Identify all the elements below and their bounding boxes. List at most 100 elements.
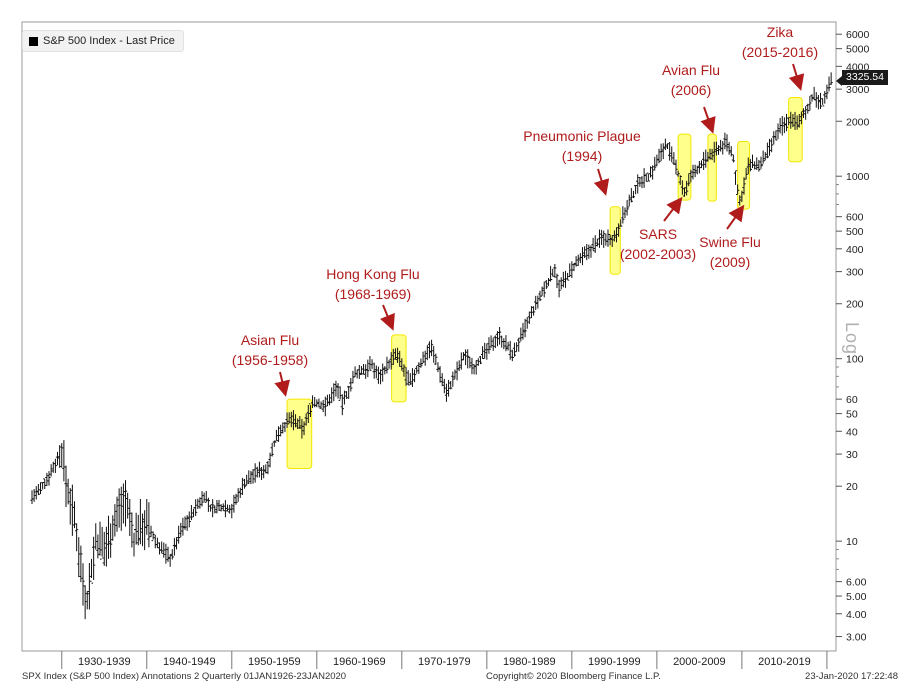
price-bar	[387, 359, 391, 369]
legend-label: S&P 500 Index - Last Price	[43, 35, 175, 47]
price-bar	[123, 480, 128, 527]
price-bar	[553, 264, 557, 278]
price-bar	[738, 195, 742, 206]
price-bar	[631, 190, 636, 199]
price-bar	[519, 327, 523, 342]
price-bar	[370, 359, 374, 369]
price-bar	[62, 440, 66, 482]
price-bar	[160, 541, 164, 554]
price-bar	[47, 471, 51, 486]
price-bar	[638, 177, 642, 187]
price-bar	[668, 142, 672, 161]
price-bar	[121, 483, 125, 524]
price-bar	[168, 553, 172, 567]
price-bar	[240, 477, 245, 496]
price-bar	[66, 478, 70, 505]
annotation-title: Asian Flu	[240, 332, 300, 348]
price-bar	[767, 138, 772, 156]
annotation-title: Hong Kong Flu	[326, 266, 420, 282]
price-bar	[149, 525, 153, 537]
y-tick-label-12: 60	[846, 394, 858, 406]
annotation-3: Avian Flu (2006)	[662, 60, 720, 100]
price-bar	[393, 348, 398, 360]
price-bar	[147, 502, 151, 548]
price-bar	[187, 511, 191, 528]
price-bar	[663, 138, 667, 151]
price-bar	[274, 429, 279, 443]
price-bar	[504, 335, 508, 352]
price-bar	[570, 261, 574, 279]
price-bar	[466, 349, 470, 369]
annotation-arrow-1	[380, 304, 395, 331]
price-bar	[289, 411, 293, 428]
price-bar	[264, 464, 268, 474]
price-bar	[344, 391, 349, 399]
x-tick-label-1: 1940-1949	[163, 656, 216, 668]
price-bar	[689, 169, 693, 183]
price-bar	[208, 504, 213, 512]
price-bar	[493, 335, 497, 349]
price-bar	[789, 111, 793, 129]
price-bar	[236, 488, 240, 502]
price-bar	[225, 504, 230, 512]
price-bar	[670, 146, 674, 163]
price-bar	[438, 366, 442, 383]
price-bar	[376, 366, 381, 384]
price-bar	[755, 157, 759, 170]
price-bar	[644, 173, 648, 182]
price-bar	[797, 113, 801, 128]
price-bar	[242, 478, 247, 489]
price-bar	[761, 150, 765, 166]
price-bar	[68, 488, 72, 525]
price-bar	[364, 364, 368, 379]
price-bar	[189, 505, 194, 521]
price-bar	[449, 380, 453, 390]
price-bar	[568, 263, 572, 278]
price-bar	[806, 103, 810, 114]
price-bar	[145, 498, 149, 535]
price-bar	[196, 498, 200, 509]
price-bar	[801, 108, 806, 119]
price-bar	[512, 342, 517, 357]
last-price-tag: 3325.54	[842, 70, 888, 85]
price-bar	[391, 348, 395, 366]
price-bar	[523, 318, 527, 338]
price-bar	[446, 379, 451, 397]
price-bar	[253, 463, 257, 483]
price-bar	[699, 160, 704, 169]
price-bar	[474, 360, 478, 375]
price-bar	[36, 483, 40, 496]
price-bar	[461, 352, 466, 361]
price-bar	[542, 281, 546, 298]
price-bar	[306, 405, 310, 423]
price-bar	[349, 378, 353, 392]
price-bar	[202, 492, 206, 502]
y-tick-label-6: 600	[846, 212, 864, 224]
y-tick-label-14: 40	[846, 426, 858, 438]
y-tick-label-3: 3000	[846, 84, 870, 96]
price-bar	[45, 472, 49, 487]
price-bar	[655, 154, 659, 167]
price-bar	[710, 148, 714, 161]
price-bar	[487, 337, 491, 354]
price-bar	[249, 470, 253, 485]
price-bar	[765, 142, 769, 159]
price-bar	[283, 422, 287, 433]
price-bar	[347, 385, 351, 399]
price-bar	[544, 280, 548, 289]
price-bar	[776, 123, 780, 140]
price-bar	[434, 353, 438, 365]
price-bar	[714, 141, 718, 156]
price-bar	[784, 113, 789, 132]
price-bar	[262, 465, 266, 479]
price-bar	[485, 343, 489, 360]
price-bar	[94, 523, 98, 550]
annotation-period: (2002-2003)	[619, 246, 697, 262]
price-bar	[678, 175, 682, 185]
price-bar	[87, 563, 91, 610]
price-bar	[232, 494, 236, 513]
annotation-arrow-3	[700, 106, 716, 134]
price-bar	[674, 159, 678, 175]
price-bar	[659, 143, 663, 162]
